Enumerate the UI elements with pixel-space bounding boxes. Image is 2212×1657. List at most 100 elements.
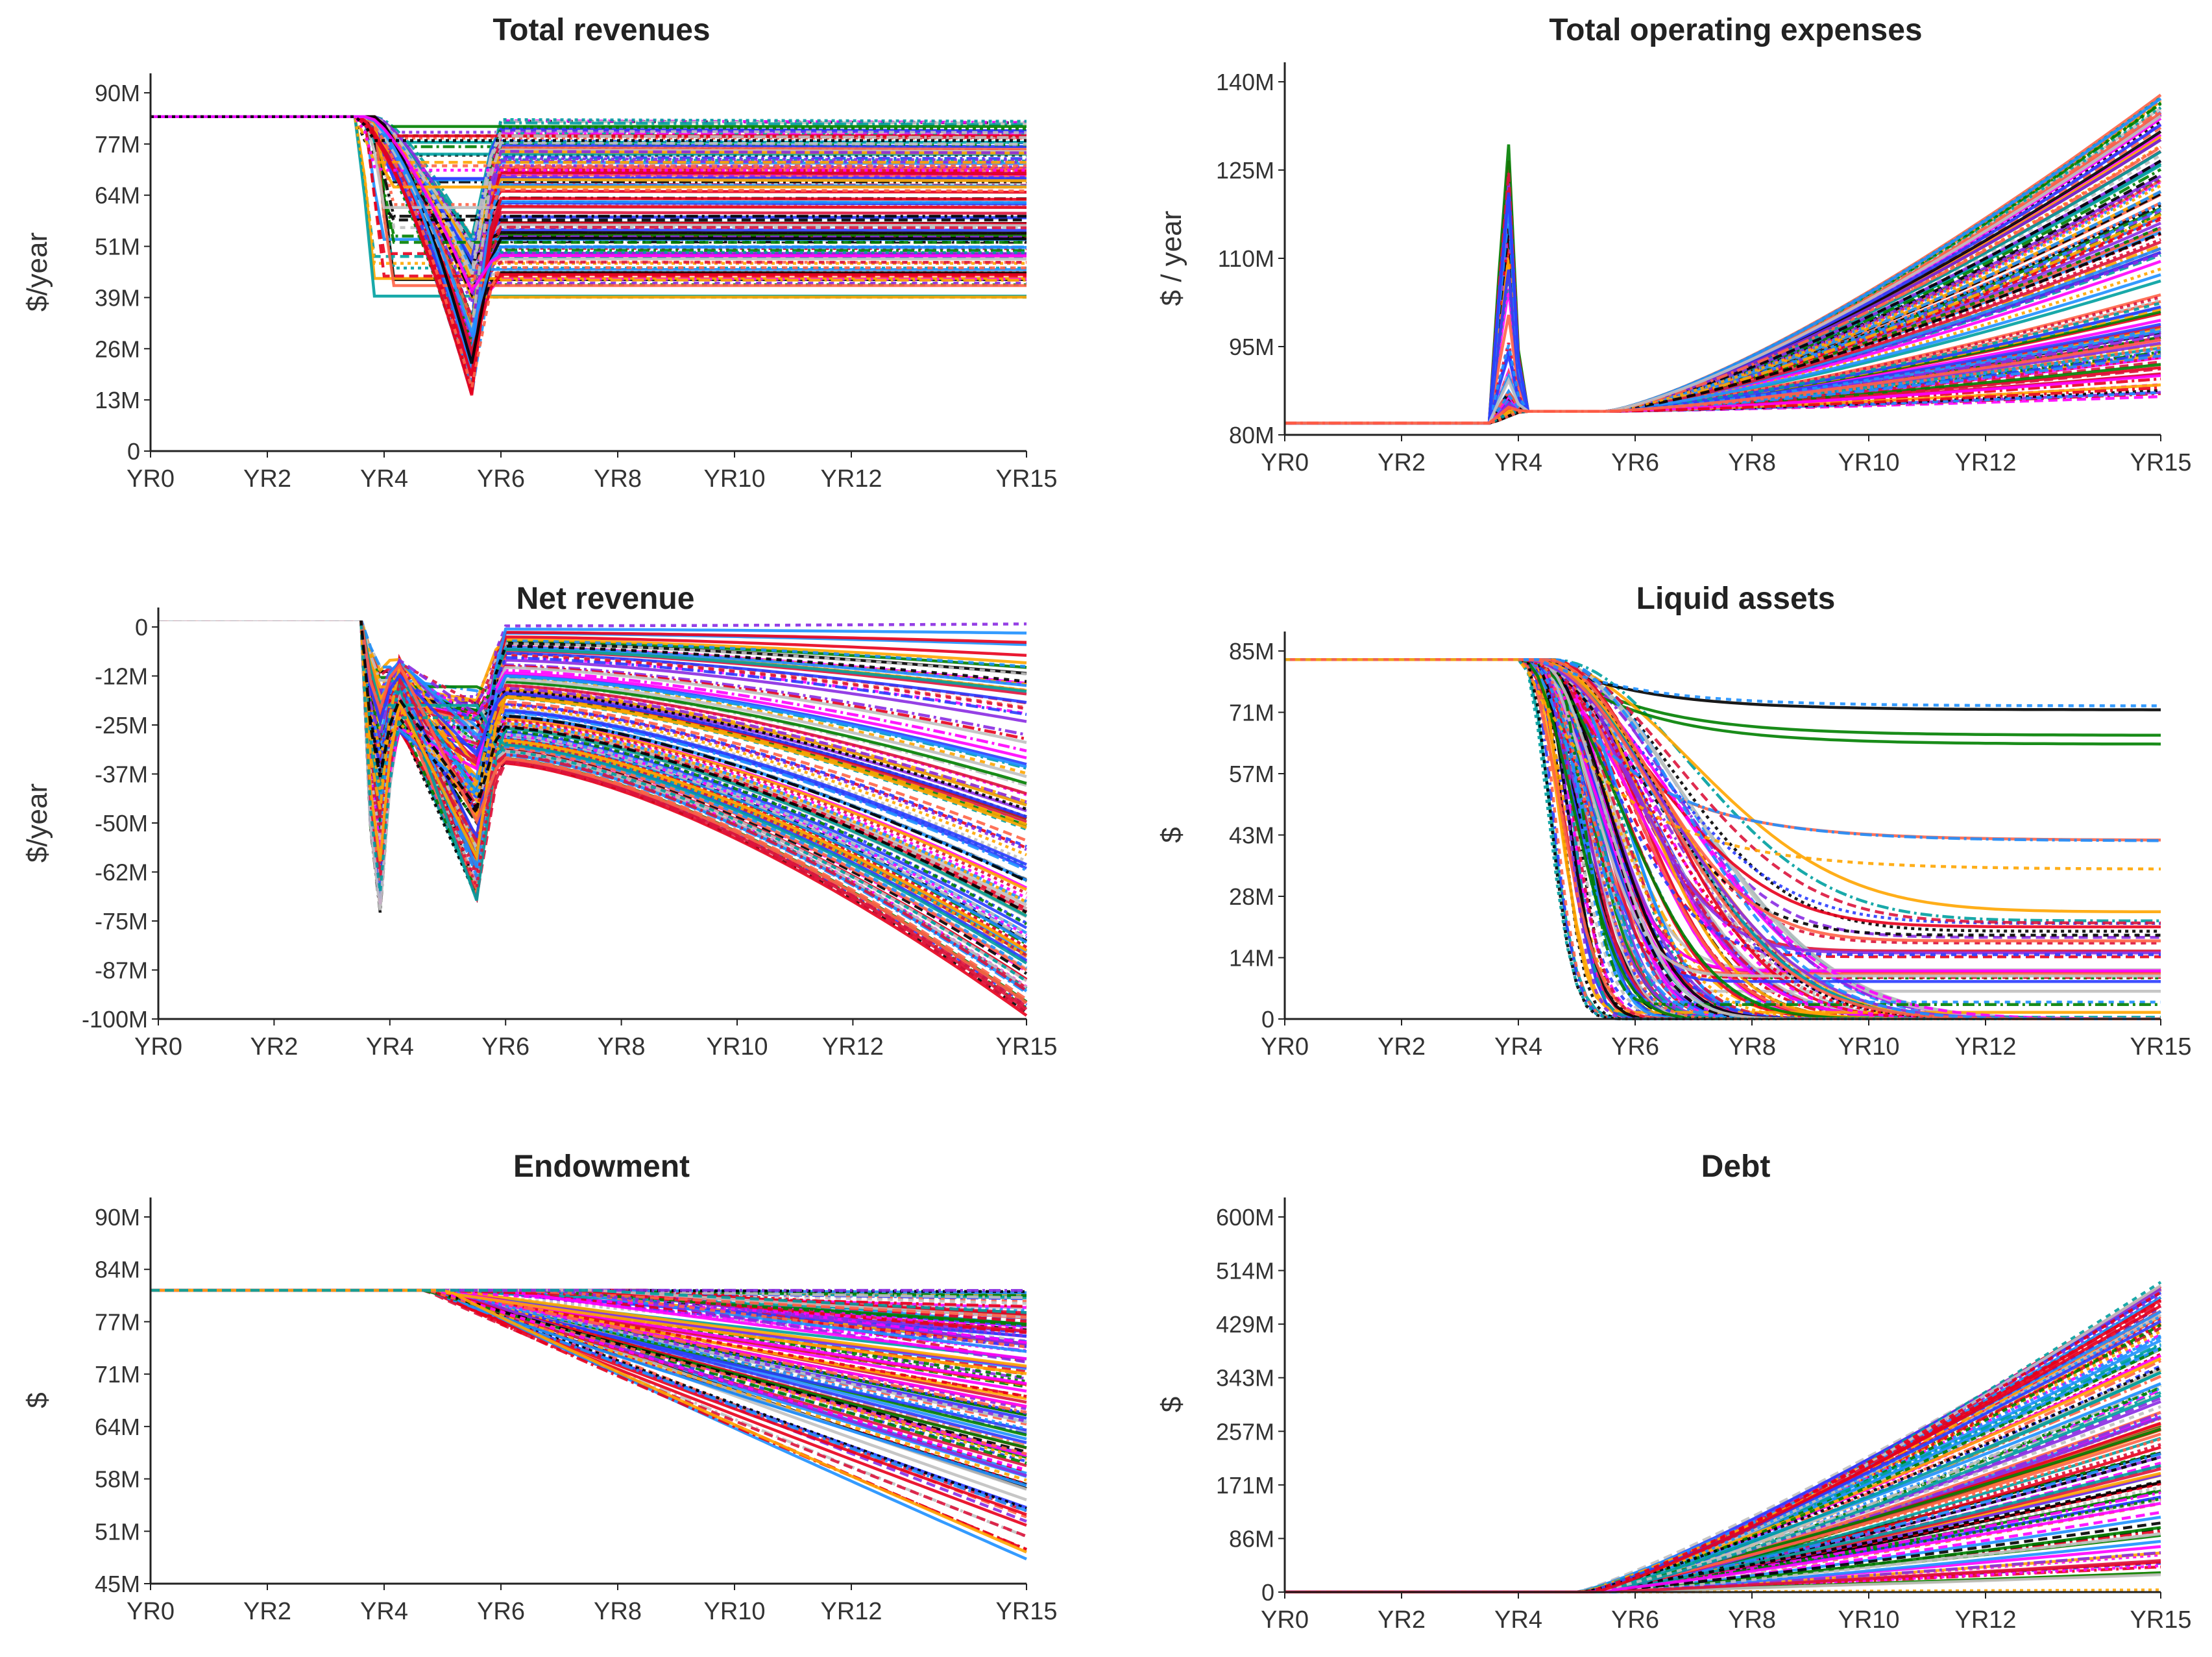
x-tick-label: YR12 [1954, 1033, 2016, 1061]
series-line [158, 620, 1027, 800]
series-line [158, 620, 1027, 889]
series-line [1285, 658, 2161, 914]
y-tick-label: 600M [1216, 1204, 1274, 1231]
x-tick-label: YR2 [1378, 449, 1426, 476]
series-line [1285, 1491, 2161, 1593]
series-line [158, 620, 1028, 990]
series-line [158, 620, 1028, 940]
x-tick-label: YR12 [820, 465, 882, 493]
x-tick-label: YR4 [1494, 449, 1542, 476]
series-group [1285, 658, 2161, 1020]
series-line [158, 620, 1027, 800]
y-tick-label: 51M [95, 234, 140, 260]
series-line [1285, 386, 2161, 425]
x-tick-label: YR6 [477, 1598, 525, 1625]
y-tick-label: 90M [95, 1204, 140, 1231]
series-line [158, 620, 1027, 868]
x-tick-label: YR12 [1954, 449, 2016, 476]
series-line [158, 620, 1027, 869]
series-line [158, 620, 1027, 848]
series-line [158, 620, 1027, 743]
series-line [158, 620, 1027, 913]
series-line [158, 620, 1028, 903]
y-tick-label: 85M [1229, 638, 1274, 665]
x-tick-label: YR8 [1728, 449, 1776, 476]
series-group [151, 1288, 1027, 1561]
y-tick-label: -37M [95, 761, 148, 788]
y-tick-label: 43M [1229, 822, 1274, 849]
x-tick-label: YR15 [995, 1598, 1057, 1625]
series-line [151, 1288, 1027, 1308]
series-line [158, 620, 1027, 868]
y-tick-label: 90M [95, 80, 140, 106]
x-tick-label: YR8 [1728, 1606, 1776, 1634]
series-line [1285, 658, 2161, 711]
series-line [158, 620, 1027, 800]
y-tick-label: 84M [95, 1257, 140, 1283]
chart-title: Endowment [513, 1149, 690, 1184]
y-tick-label: 71M [1229, 700, 1274, 726]
x-tick-label: YR4 [1494, 1033, 1542, 1061]
x-tick-label: YR10 [1838, 449, 1899, 476]
y-tick-label: 64M [95, 1414, 140, 1440]
series-line [158, 620, 1027, 863]
series-line [1285, 213, 2161, 425]
y-tick-label: 171M [1216, 1472, 1274, 1499]
y-axis-label: $/year [21, 232, 53, 312]
series-line [158, 620, 1027, 719]
series-line [158, 620, 1027, 811]
series-line [1285, 108, 2162, 425]
series-line [158, 620, 1028, 935]
y-tick-label: 343M [1216, 1365, 1274, 1392]
x-tick-label: YR0 [1261, 1033, 1309, 1061]
series-line [158, 620, 1028, 914]
series-line [158, 620, 1027, 862]
x-tick-label: YR4 [366, 1033, 414, 1061]
x-tick-label: YR4 [360, 465, 408, 493]
y-tick-label: 26M [95, 336, 140, 362]
series-line [158, 620, 1028, 972]
series-line [1285, 658, 2161, 923]
y-tick-label: 64M [95, 182, 140, 209]
y-tick-label: -50M [95, 810, 148, 837]
chart-title: Liquid assets [1636, 582, 1836, 616]
series-line [1285, 658, 2161, 842]
series-line [151, 1288, 1027, 1314]
series-line [151, 115, 1027, 328]
x-tick-label: YR10 [703, 1598, 765, 1625]
series-line [158, 620, 1028, 965]
x-tick-label: YR15 [995, 1033, 1057, 1061]
y-tick-label: 95M [1229, 334, 1274, 360]
series-line [1285, 658, 2161, 737]
x-tick-label: YR6 [481, 1033, 529, 1061]
series-line [151, 115, 1027, 142]
series-line [1285, 1551, 2161, 1593]
x-tick-label: YR8 [1728, 1033, 1776, 1061]
x-tick-label: YR8 [594, 465, 642, 493]
series-line [158, 620, 1027, 863]
x-tick-label: YR15 [2130, 1033, 2191, 1061]
chart-panel-total-revenues: Total revenues $/year 90M 77M 64M 51M 39M 26M 13… [21, 13, 1058, 493]
y-tick-label: 14M [1229, 945, 1274, 972]
y-tick-label: 13M [95, 387, 140, 413]
series-line [158, 620, 1028, 944]
y-tick-label: 45M [95, 1571, 140, 1597]
series-line [1285, 658, 2161, 707]
series-line [151, 115, 1027, 218]
series-line [158, 620, 1027, 818]
series-group [158, 620, 1028, 1017]
series-line [158, 620, 1028, 957]
y-tick-label: 71M [95, 1361, 140, 1388]
y-tick-label: 0 [135, 614, 148, 641]
x-tick-label: YR8 [594, 1598, 642, 1625]
series-line [151, 115, 1027, 320]
series-line [158, 620, 1028, 1014]
x-tick-label: YR10 [706, 1033, 768, 1061]
series-line [158, 620, 1027, 905]
series-line [158, 620, 1028, 1004]
series-line [151, 115, 1027, 252]
x-tick-label: YR12 [820, 1598, 882, 1625]
chart-title: Net revenue [517, 582, 695, 616]
